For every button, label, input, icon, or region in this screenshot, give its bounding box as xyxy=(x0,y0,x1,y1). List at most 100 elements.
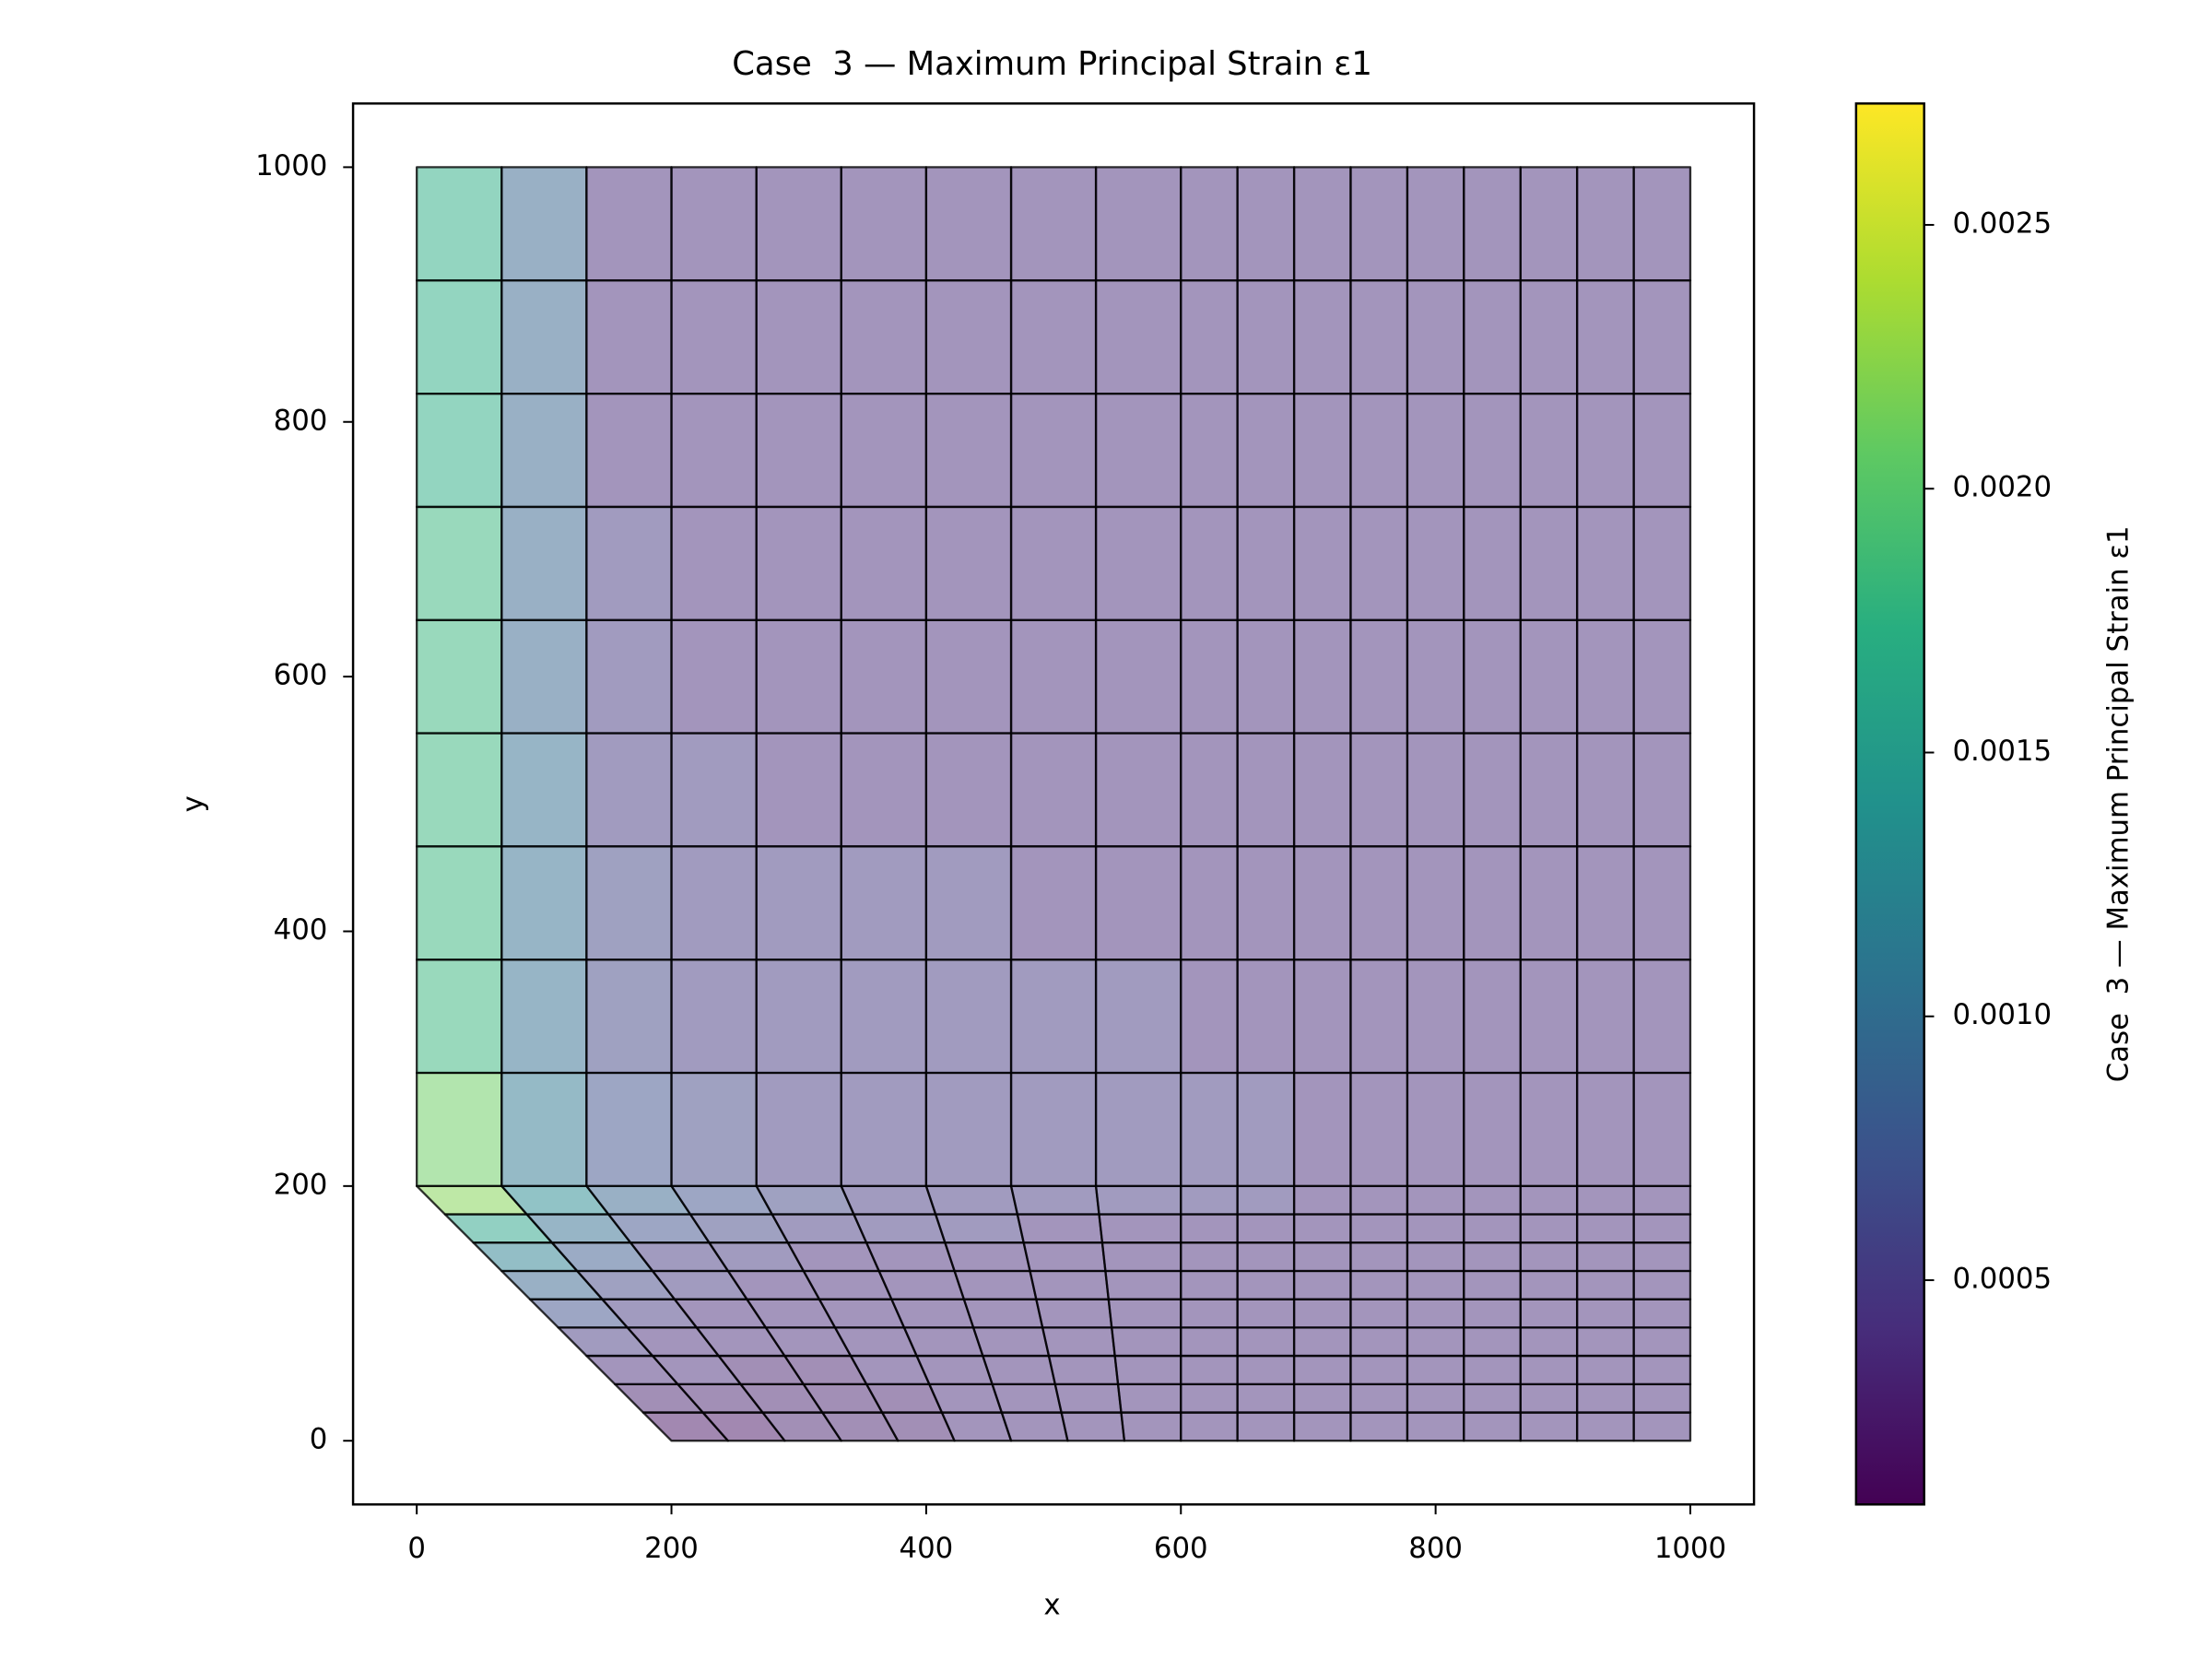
mesh-element xyxy=(1236,959,1296,1075)
mesh-element xyxy=(1349,618,1409,735)
mesh-element xyxy=(1292,959,1352,1075)
mesh-element xyxy=(971,1326,1051,1358)
mesh-element xyxy=(1009,505,1098,621)
mesh-element xyxy=(1180,1411,1239,1442)
mesh-element xyxy=(1236,1213,1296,1244)
mesh-element xyxy=(1463,1298,1522,1329)
mesh-element xyxy=(670,279,758,395)
mesh-element xyxy=(1632,1213,1692,1244)
mesh-element xyxy=(1029,1269,1110,1300)
mesh-element xyxy=(991,1382,1063,1414)
mesh-element xyxy=(1575,1213,1635,1244)
mesh-element xyxy=(416,618,503,735)
mesh-element xyxy=(1094,845,1182,961)
x-tick-label: 200 xyxy=(644,1532,699,1565)
mesh-element xyxy=(840,1184,937,1216)
mesh-element xyxy=(1575,1382,1635,1414)
mesh-element xyxy=(1519,1071,1579,1188)
mesh-element xyxy=(924,166,1013,282)
mesh-element xyxy=(1116,1382,1182,1414)
mesh-element xyxy=(1236,1411,1296,1442)
mesh-element xyxy=(1009,279,1098,395)
mesh-element xyxy=(1632,732,1692,848)
mesh-element xyxy=(1107,1298,1182,1329)
mesh-element xyxy=(1292,845,1352,961)
mesh-element xyxy=(670,505,758,621)
mesh-element xyxy=(1236,1298,1296,1329)
mesh-element xyxy=(1292,1213,1352,1244)
mesh-element xyxy=(585,618,673,735)
colorbar-tick-label: 0.0010 xyxy=(1952,998,2052,1031)
mesh-element xyxy=(1009,1071,1098,1188)
mesh-element xyxy=(877,1269,966,1300)
mesh-element xyxy=(1632,1184,1692,1216)
mesh-element xyxy=(1575,1298,1635,1329)
mesh-element xyxy=(1292,1382,1352,1414)
mesh-element xyxy=(1463,505,1522,621)
mesh-element xyxy=(670,618,758,735)
mesh-element xyxy=(1463,279,1522,395)
mesh-element xyxy=(1349,1213,1409,1244)
mesh-element xyxy=(1180,1298,1239,1329)
mesh-element xyxy=(1632,1411,1692,1442)
mesh-element xyxy=(924,618,1013,735)
mesh-element xyxy=(1575,1354,1635,1386)
mesh-element xyxy=(500,959,588,1075)
mesh-element xyxy=(1575,1184,1635,1216)
mesh-element xyxy=(1098,1213,1182,1244)
mesh-element xyxy=(1180,959,1239,1075)
mesh-element xyxy=(1406,618,1465,735)
mesh-element xyxy=(1349,1298,1409,1329)
mesh-element xyxy=(840,1071,928,1188)
mesh-element xyxy=(1349,1184,1409,1216)
mesh-element xyxy=(1519,845,1579,961)
mesh-element xyxy=(1575,279,1635,395)
mesh-element xyxy=(1009,1184,1100,1216)
mesh-element xyxy=(1292,618,1352,735)
mesh-element xyxy=(1406,1241,1465,1273)
mesh-element xyxy=(1349,1382,1409,1414)
mesh-element xyxy=(585,166,673,282)
mesh-element xyxy=(1632,1354,1692,1386)
mesh-element xyxy=(1575,1326,1635,1358)
y-axis-label: y xyxy=(176,795,209,812)
mesh-element xyxy=(1180,505,1239,621)
colorbar-tick-label: 0.0025 xyxy=(1952,206,2052,240)
mesh-element xyxy=(1060,1411,1126,1442)
mesh-element xyxy=(1009,732,1098,848)
mesh-element xyxy=(924,845,1013,961)
mesh-element xyxy=(1047,1354,1120,1386)
mesh-element xyxy=(1463,1354,1522,1386)
mesh-element xyxy=(1463,845,1522,961)
mesh-element xyxy=(982,1354,1056,1386)
mesh-element xyxy=(865,1241,956,1273)
mesh-element xyxy=(1406,1184,1465,1216)
mesh-element xyxy=(1094,1071,1182,1188)
mesh-element xyxy=(585,279,673,395)
mesh-element xyxy=(670,1071,758,1188)
mesh-element xyxy=(890,1298,975,1329)
x-tick-label: 0 xyxy=(407,1532,426,1565)
mesh-element xyxy=(840,845,928,961)
mesh-element xyxy=(840,505,928,621)
mesh-element xyxy=(755,959,842,1075)
mesh-element xyxy=(840,959,928,1075)
mesh-element xyxy=(924,279,1013,395)
mesh-element xyxy=(670,732,758,848)
mesh-element xyxy=(1575,166,1635,282)
mesh-element xyxy=(1406,959,1465,1075)
mesh-element xyxy=(1180,1269,1239,1300)
mesh-element xyxy=(928,1382,1003,1414)
y-tick-label: 1000 xyxy=(255,149,327,182)
y-tick-label: 800 xyxy=(274,404,328,437)
mesh-element xyxy=(416,166,503,282)
mesh-element xyxy=(1292,1241,1352,1273)
mesh-element xyxy=(755,1071,842,1188)
mesh-element xyxy=(755,392,842,509)
mesh-element xyxy=(1292,1184,1352,1216)
mesh-element xyxy=(1632,959,1692,1075)
mesh-element xyxy=(902,1326,984,1358)
mesh-element xyxy=(1463,618,1522,735)
mesh-element xyxy=(1463,732,1522,848)
mesh-element xyxy=(1406,1298,1465,1329)
